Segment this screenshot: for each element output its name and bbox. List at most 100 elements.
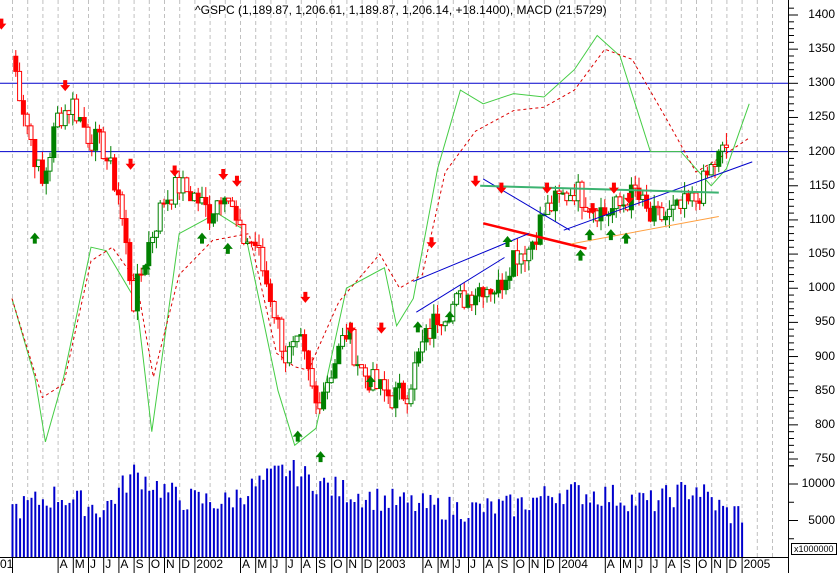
price-tick-label: 1300 bbox=[808, 75, 835, 90]
up-arrow-icon bbox=[222, 242, 233, 254]
candle-up bbox=[537, 214, 543, 245]
candle-down bbox=[112, 157, 118, 191]
down-arrow-icon bbox=[125, 158, 136, 170]
candle-down bbox=[279, 318, 285, 352]
candle-up bbox=[340, 335, 346, 347]
candle-down bbox=[24, 113, 30, 127]
candle-down bbox=[271, 301, 277, 319]
candle-up bbox=[47, 157, 53, 172]
candle-down bbox=[602, 207, 608, 216]
candle-up bbox=[153, 230, 159, 238]
time-tick-label: J bbox=[470, 557, 476, 571]
time-tick-label: 01 bbox=[0, 557, 14, 571]
candle-up bbox=[670, 204, 676, 210]
time-tick-label: J bbox=[287, 557, 294, 571]
time-tick-label: 2003 bbox=[378, 557, 406, 571]
support-line bbox=[482, 222, 587, 250]
price-tick-label: 1400 bbox=[808, 7, 835, 21]
up-arrow-icon bbox=[412, 321, 423, 333]
candle-down bbox=[302, 334, 308, 352]
candle-down bbox=[309, 368, 315, 387]
candle-down bbox=[32, 138, 38, 168]
candle-down bbox=[693, 192, 699, 202]
down-arrow-icon bbox=[587, 203, 598, 215]
candle-up bbox=[210, 213, 216, 224]
time-tick-label: J bbox=[272, 557, 279, 571]
candle-down bbox=[488, 289, 494, 295]
down-arrow-icon bbox=[345, 322, 356, 334]
candle-down bbox=[123, 218, 129, 244]
candle-down bbox=[260, 246, 266, 272]
candle-up bbox=[146, 242, 152, 267]
time-tick-label: 2002 bbox=[196, 557, 224, 571]
candle-up bbox=[530, 241, 536, 250]
time-tick-label: J bbox=[90, 557, 96, 571]
price-tick-label: 1250 bbox=[808, 109, 835, 124]
time-tick-label: J bbox=[637, 557, 644, 571]
candle-up bbox=[416, 351, 422, 364]
candle-up bbox=[412, 362, 418, 390]
time-tick-label: D bbox=[546, 557, 555, 571]
candle-up bbox=[431, 313, 437, 339]
candle-up bbox=[708, 164, 714, 176]
candle-down bbox=[362, 367, 368, 377]
candle-down bbox=[351, 329, 357, 366]
candle-down bbox=[184, 177, 190, 193]
candle-down bbox=[256, 245, 262, 248]
candle-up bbox=[473, 295, 479, 306]
signal-line bbox=[11, 48, 750, 399]
candle-up bbox=[336, 345, 342, 365]
time-tick-label: O bbox=[698, 557, 708, 571]
candle-up bbox=[503, 279, 509, 291]
candle-up bbox=[393, 387, 399, 409]
candle-down bbox=[556, 190, 562, 195]
time-tick-label: O bbox=[150, 557, 161, 571]
down-arrow-icon bbox=[542, 182, 553, 194]
up-arrow-icon bbox=[140, 263, 151, 275]
candle-up bbox=[720, 144, 726, 152]
time-tick-label: O bbox=[515, 557, 525, 571]
time-tick-label: M bbox=[257, 557, 268, 571]
candle-down bbox=[644, 194, 650, 209]
time-tick-label: S bbox=[682, 557, 691, 571]
falling-trendline bbox=[482, 178, 571, 231]
candle-up bbox=[507, 275, 513, 281]
time-tick-label: A bbox=[485, 557, 494, 571]
up-arrow-icon bbox=[621, 232, 632, 244]
up-arrow-icon bbox=[502, 236, 513, 247]
candle-down bbox=[241, 224, 247, 244]
down-arrow-icon bbox=[624, 192, 635, 204]
candle-up bbox=[454, 293, 460, 305]
time-tick-label: M bbox=[622, 557, 632, 571]
time-tick-label: A bbox=[242, 557, 251, 571]
oscillator-line bbox=[11, 34, 750, 447]
candle-down bbox=[96, 128, 102, 133]
candle-down bbox=[28, 125, 34, 140]
price-tick-label: 750 bbox=[814, 451, 835, 465]
down-arrow-icon bbox=[231, 175, 242, 187]
time-tick-label: A bbox=[667, 557, 676, 571]
candle-down bbox=[226, 197, 232, 202]
candle-down bbox=[119, 194, 125, 220]
chart-title: ^GSPC (1,189.87, 1,206.61, 1,189.87, 1,2… bbox=[195, 3, 607, 17]
candle-up bbox=[716, 150, 722, 167]
up-arrow-icon bbox=[584, 229, 595, 241]
price-tick-label: 1100 bbox=[809, 211, 835, 226]
down-arrow-icon bbox=[496, 182, 507, 194]
rising-trendline bbox=[563, 161, 753, 231]
time-tick-label: 2005 bbox=[743, 557, 771, 571]
candle-up bbox=[93, 128, 99, 151]
candle-down bbox=[583, 206, 589, 212]
candle-down bbox=[359, 364, 365, 369]
price-tick-label: 950 bbox=[814, 314, 835, 329]
candle-down bbox=[237, 219, 243, 226]
candle-up bbox=[294, 335, 300, 343]
time-tick-label: N bbox=[166, 557, 175, 571]
up-arrow-icon bbox=[292, 430, 303, 442]
up-arrow-icon bbox=[444, 311, 455, 323]
candle-up bbox=[286, 346, 292, 364]
candle-down bbox=[229, 200, 235, 207]
time-tick-label: A bbox=[606, 557, 615, 571]
